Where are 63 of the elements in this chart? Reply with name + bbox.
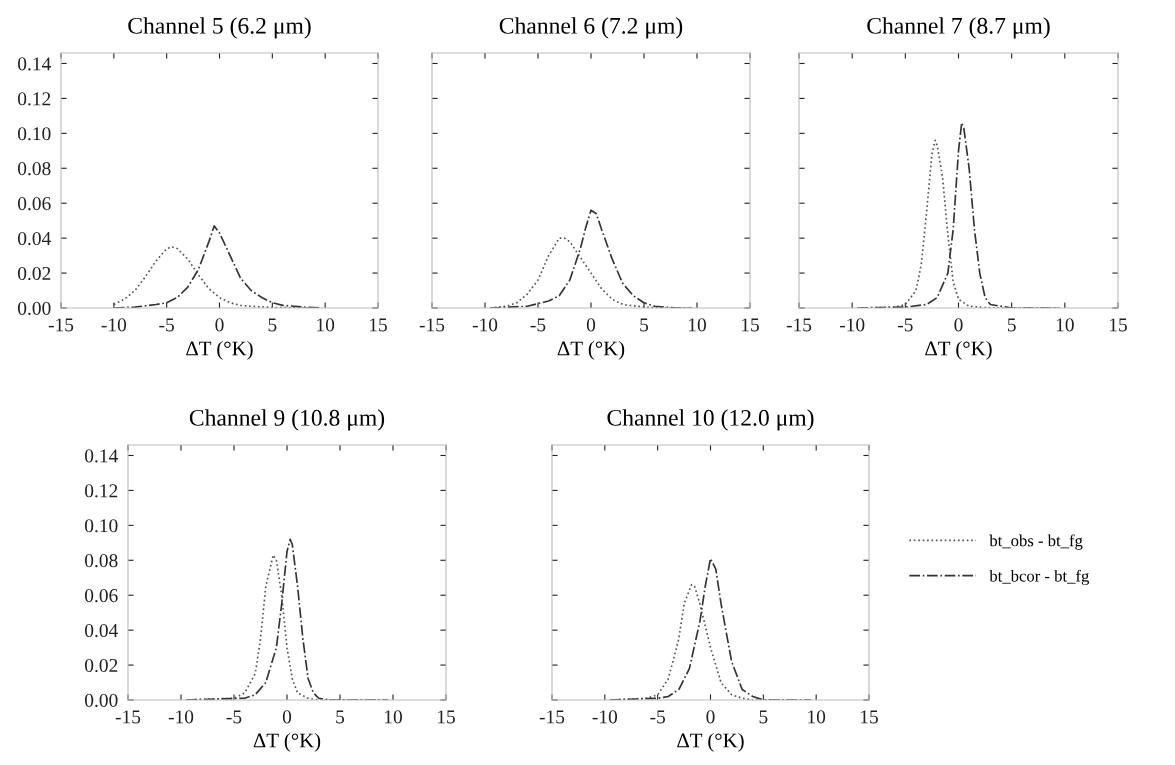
x-tick-label: 0 (954, 318, 963, 332)
chart-title: Channel 10 (12.0 μm) (607, 409, 814, 431)
x-tick-label: -5 (650, 710, 666, 724)
x-tick-label: 10 (1056, 318, 1074, 332)
y-tick-label: 0.00 (17, 301, 51, 316)
x-tick-label: 5 (1007, 318, 1016, 332)
x-axis-title: ΔT (°K) (557, 340, 625, 360)
x-tick-label: 0 (215, 318, 224, 332)
x-tick-label: -15 (419, 318, 445, 332)
x-axis-title: ΔT (°K) (253, 732, 321, 752)
x-tick-label: -10 (101, 318, 127, 332)
y-tick-label: 0.04 (84, 623, 118, 638)
x-tick-label: 15 (369, 318, 387, 332)
x-axis-title: ΔT (°K) (186, 340, 253, 360)
x-tick-label: 5 (336, 710, 345, 724)
x-tick-label: 10 (688, 318, 706, 332)
x-tick-label: -5 (226, 710, 242, 724)
x-tick-label: -15 (48, 318, 74, 332)
y-tick-label: 0.06 (84, 589, 118, 603)
y-tick-label: 0.06 (17, 197, 51, 211)
x-tick-label: -15 (539, 710, 565, 724)
y-tick-label: 0.08 (17, 162, 51, 176)
chart-title: Channel 6 (7.2 μm) (499, 17, 683, 39)
x-tick-label: -5 (159, 318, 175, 332)
x-tick-label: 0 (706, 710, 715, 724)
chart-title: Channel 9 (10.8 μm) (189, 409, 385, 431)
y-tick-label: 0.10 (17, 127, 51, 141)
x-tick-label: 5 (268, 318, 277, 332)
y-tick-label: 0.14 (84, 449, 118, 463)
y-tick-label: 0.02 (84, 658, 118, 673)
x-tick-label: 10 (317, 318, 335, 332)
y-tick-label: 0.12 (17, 92, 51, 106)
x-tick-label: 10 (384, 710, 402, 724)
y-tick-label: 0.02 (17, 266, 51, 281)
x-tick-label: -10 (839, 318, 865, 332)
x-tick-label: 15 (860, 710, 878, 724)
x-axis-title: ΔT (°K) (925, 340, 992, 360)
x-tick-label: 15 (437, 710, 455, 724)
x-tick-label: 5 (759, 710, 768, 724)
chart-title: Channel 7 (8.7 μm) (867, 17, 1050, 39)
y-tick-label: 0.08 (84, 554, 118, 568)
legend-label: bt_obs - bt_fg (989, 534, 1083, 550)
x-tick-label: -15 (786, 318, 812, 332)
x-tick-label: -10 (472, 318, 498, 332)
x-tick-label: 15 (1109, 318, 1127, 332)
x-axis-title: ΔT (°K) (677, 732, 744, 752)
legend-label: bt_bcor - bt_fg (989, 569, 1090, 586)
y-tick-label: 0.00 (84, 693, 118, 708)
y-tick-label: 0.14 (17, 57, 51, 71)
x-tick-label: -15 (115, 710, 141, 724)
y-tick-label: 0.10 (84, 519, 118, 533)
x-tick-label: 0 (586, 318, 596, 332)
x-tick-label: -5 (530, 318, 546, 332)
y-tick-label: 0.04 (17, 231, 51, 246)
chart-title: Channel 5 (6.2 μm) (128, 17, 311, 39)
x-tick-label: 15 (741, 318, 759, 332)
x-tick-label: 10 (808, 710, 826, 724)
y-tick-label: 0.12 (84, 484, 118, 498)
x-tick-label: -5 (897, 318, 913, 332)
x-tick-label: 5 (640, 318, 649, 332)
x-tick-label: 0 (282, 710, 292, 724)
x-tick-label: -10 (168, 710, 194, 724)
x-tick-label: -10 (592, 710, 618, 724)
